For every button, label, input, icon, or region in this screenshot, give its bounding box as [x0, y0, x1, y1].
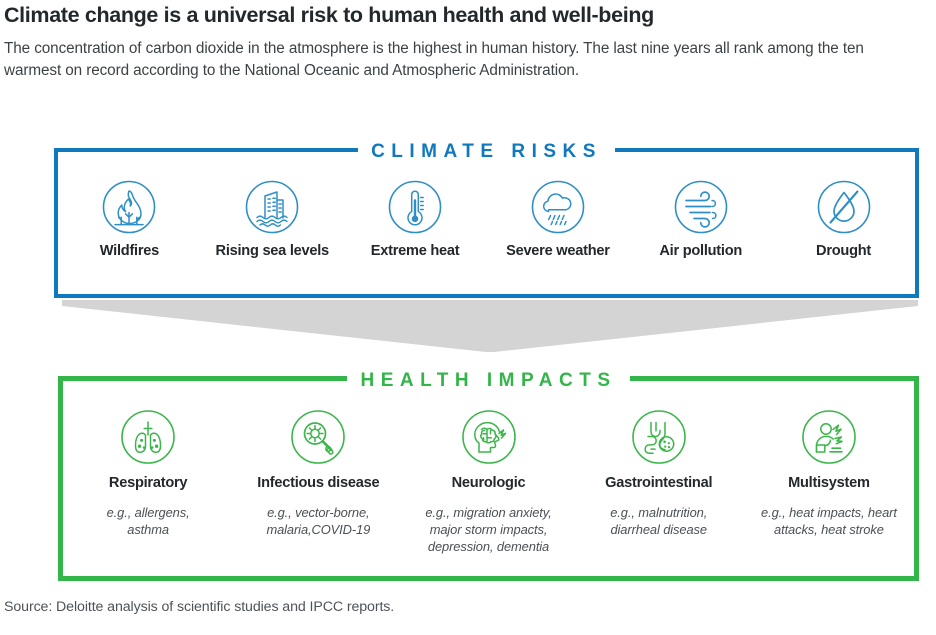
page-title: Climate change is a universal risk to hu… [4, 3, 654, 27]
health-item-infectious-disease[interactable]: Infectious disease e.g., vector-borne, m… [233, 407, 403, 538]
climate-risks-title-text: CLIMATE RISKS [358, 139, 615, 165]
climate-item-label: Severe weather [506, 243, 610, 259]
person-heat-icon [799, 407, 859, 467]
health-item-label: Neurologic [451, 475, 526, 491]
climate-risks-panel: CLIMATE RISKS Wildfires [54, 139, 919, 298]
climate-item-label: Air pollution [659, 243, 743, 259]
climate-item-label: Wildfires [99, 243, 160, 259]
health-impacts-panel: HEALTH IMPACTS [58, 368, 919, 581]
intestines-icon [629, 407, 689, 467]
rain-cloud-icon [529, 178, 587, 236]
health-impacts-title-text: HEALTH IMPACTS [347, 368, 630, 394]
climate-item-extreme-heat[interactable]: Extreme heat [344, 178, 487, 261]
health-item-examples: e.g., heat impacts, heart attacks, heat … [761, 504, 897, 537]
thermometer-icon [386, 178, 444, 236]
health-item-examples: e.g., allergens, asthma [106, 504, 190, 537]
climate-risks-item-row: Wildfires Rising sea levels [58, 178, 915, 261]
source-note: Source: Deloitte analysis of scientific … [4, 599, 395, 615]
climate-item-label: Drought [816, 243, 872, 259]
health-item-label: Respiratory [108, 475, 188, 491]
climate-item-wildfires[interactable]: Wildfires [58, 178, 201, 261]
health-item-multisystem[interactable]: Multisystem e.g., heat impacts, heart at… [744, 407, 914, 538]
climate-item-label: Extreme heat [370, 243, 460, 259]
climate-risks-panel-title: CLIMATE RISKS [58, 139, 915, 165]
health-item-label: Gastrointestinal [605, 475, 713, 491]
climate-item-air-pollution[interactable]: Air pollution [629, 178, 772, 261]
page-subtitle: The concentration of carbon dioxide in t… [4, 40, 864, 79]
climate-item-rising-sea-levels[interactable]: Rising sea levels [201, 178, 344, 261]
health-item-examples: e.g., vector-borne, malaria,COVID-19 [266, 504, 371, 537]
health-item-gastrointestinal[interactable]: Gastrointestinal e.g., malnutrition, dia… [574, 407, 744, 538]
magnifier-germ-icon [288, 407, 348, 467]
health-impacts-item-row: Respiratory e.g., allergens, asthma [63, 407, 914, 555]
lungs-icon [118, 407, 178, 467]
health-item-examples: e.g., migration anxiety, major storm imp… [425, 504, 552, 554]
climate-item-severe-weather[interactable]: Severe weather [486, 178, 629, 261]
health-item-label: Multisystem [788, 475, 870, 491]
wind-icon [672, 178, 730, 236]
climate-item-label: Rising sea levels [215, 243, 330, 259]
health-item-examples: e.g., malnutrition, diarrheal disease [610, 504, 708, 537]
climate-item-drought[interactable]: Drought [772, 178, 915, 261]
wildfire-icon [100, 178, 158, 236]
health-item-respiratory[interactable]: Respiratory e.g., allergens, asthma [63, 407, 233, 538]
rising-sea-levels-icon [243, 178, 301, 236]
health-impacts-panel-title: HEALTH IMPACTS [63, 368, 914, 394]
brain-head-icon [459, 407, 519, 467]
health-item-neurologic[interactable]: Neurologic e.g., migration anxiety, majo… [403, 407, 573, 555]
no-water-drop-icon [815, 178, 873, 236]
health-item-label: Infectious disease [257, 475, 380, 491]
downward-funnel-arrow [62, 300, 918, 352]
